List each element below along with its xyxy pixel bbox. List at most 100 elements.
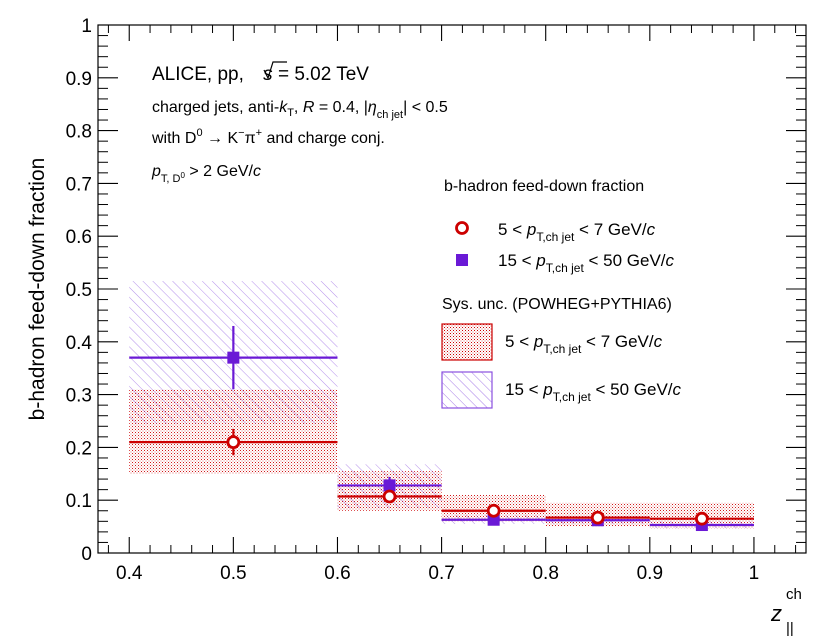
annotation-line2-c: = 0.4, |	[314, 99, 368, 116]
legend-entry-1-hi: 7 GeV/	[594, 220, 647, 239]
legend-entry-1-lt: <	[507, 220, 526, 239]
annotation-line3-D-sup: 0	[196, 127, 202, 139]
annotation-line3-b: → K	[203, 130, 239, 147]
annotation-line3-d: and charge conj.	[262, 130, 385, 147]
y-tick-label: 0.2	[66, 438, 92, 459]
data-point-low-pt	[694, 511, 709, 526]
annotation-line2-eta-sub: ch jet	[377, 109, 403, 121]
annotation-line3-pi: π	[245, 130, 256, 147]
legend-sys-entry-1-hi: 7 GeV/	[601, 332, 654, 351]
x-tick-label: 0.4	[116, 563, 143, 584]
legend-sys-entry-2-sub: T,ch jet	[553, 390, 592, 404]
legend-sys-entry-1-lo: 5	[505, 332, 514, 351]
y-tick-label: 0.3	[66, 386, 92, 407]
annotation-line2-d: | < 0.5	[403, 99, 448, 116]
y-tick-label: 0.6	[66, 227, 92, 248]
annotation-line3-a: with D	[151, 130, 196, 147]
legend-entry-2-lt: <	[517, 251, 536, 270]
legend-sys-title: Sys. unc. (POWHEG+PYTHIA6)	[442, 296, 672, 313]
x-tick-label: 0.8	[532, 563, 558, 584]
legend-sys-entry-2: 15 < pT,ch jet < 50 GeV/c	[505, 380, 682, 404]
x-axis-label-main: z	[770, 601, 782, 626]
y-axis-label: b-hadron feed-down fraction	[26, 158, 49, 421]
x-tick-label: 0.5	[220, 563, 246, 584]
annotation-sqrt-s: s	[263, 64, 273, 85]
x-tick-label: 1	[749, 563, 760, 584]
data-point-high-pt	[383, 479, 396, 492]
legend-entry-2-c: c	[666, 251, 675, 270]
annotation-line-2: charged jets, anti-kT, R = 0.4, |ηch jet…	[152, 99, 448, 121]
x-tick-label: 0.9	[637, 563, 663, 584]
annotation-line2-b: ,	[294, 99, 303, 116]
legend-sys-entry-1-lt: <	[514, 332, 533, 351]
legend-sys-box-red-icon	[441, 323, 493, 361]
legend-entry-2-lt2: <	[584, 251, 603, 270]
annotation-line-4: pT, D0 > 2 GeV/c	[151, 163, 261, 185]
legend-entry-1-sub: T,ch jet	[536, 230, 575, 244]
legend-entry-2-lo: 15	[498, 251, 517, 270]
legend-entry-2-p: p	[535, 251, 545, 270]
legend-sys-entry-2-c: c	[673, 380, 682, 399]
y-tick-label: 0.1	[66, 491, 92, 512]
legend-marker-open-circle-icon	[455, 221, 469, 235]
data-point-low-pt	[590, 510, 605, 525]
annotation-line2-T: T	[287, 107, 294, 119]
legend-sys-entry-2-lt: <	[524, 380, 543, 399]
annotation-line4-subsup: 0	[180, 171, 185, 180]
legend-title: b-hadron feed-down fraction	[444, 178, 644, 195]
x-tick-label: 0.6	[324, 563, 350, 584]
legend-sys-box-purple-icon	[441, 371, 493, 409]
legend-marker-filled-square-icon	[456, 254, 468, 266]
axes: 0.4 0.5 0.6 0.7 0.8 0.9 1 0 0.1 0.2 0.3 0.4 0.5 0.6 0.…	[66, 16, 806, 584]
data-points	[129, 325, 754, 532]
legend-sys-entry-1-c: c	[654, 332, 663, 351]
y-tick-label: 0.9	[66, 69, 92, 90]
legend-entry-1-lo: 5	[498, 220, 507, 239]
x-axis-label-sub: ||	[786, 620, 794, 637]
legend-entry-1-p: p	[526, 220, 536, 239]
data-point-high-pt	[227, 351, 240, 364]
y-tick-label: 0.5	[66, 280, 92, 301]
annotation-line2-R: R	[303, 99, 315, 116]
legend-sys-entry-2-lo: 15	[505, 380, 524, 399]
legend-sys-entry-2-p: p	[542, 380, 552, 399]
x-axis-label: z ch ||	[770, 586, 802, 637]
legend: b-hadron feed-down fraction 5 < pT,ch je…	[441, 178, 682, 409]
legend-sys-entry-2-lt2: <	[591, 380, 610, 399]
legend-entry-1-c: c	[647, 220, 656, 239]
annotation-experiment: ALICE, pp,	[152, 64, 249, 85]
legend-sys-entry-1-p: p	[533, 332, 543, 351]
x-tick-label: 0.7	[428, 563, 454, 584]
data-point-low-pt	[226, 435, 241, 450]
y-tick-label: 0.7	[66, 174, 92, 195]
legend-entry-2-sub: T,ch jet	[546, 261, 585, 275]
legend-sys-entry-2-hi: 50 GeV/	[610, 380, 673, 399]
annotation-line4-c: c	[253, 163, 261, 180]
annotation-line2-eta: η	[368, 99, 377, 116]
y-tick-label: 1	[81, 16, 92, 37]
annotation-energy: = 5.02 TeV	[273, 64, 370, 85]
annotation-line3-K-sup: −	[238, 127, 244, 139]
annotation-line2-k: k	[279, 99, 288, 116]
legend-entry-2: 15 < pT,ch jet < 50 GeV/c	[498, 251, 675, 275]
legend-entry-2-hi: 50 GeV/	[603, 251, 666, 270]
legend-sys-entry-1-sub: T,ch jet	[543, 342, 582, 356]
legend-entry-1-lt2: <	[574, 220, 593, 239]
annotation-line4-p: p	[151, 163, 161, 180]
annotation-line3-pi-sup: +	[256, 127, 262, 139]
annotation-block: ALICE, pp, s = 5.02 TeV charged jets, an…	[151, 61, 448, 185]
y-tick-label: 0	[81, 544, 92, 565]
sqrt-symbol-icon	[263, 61, 287, 80]
y-tick-label: 0.4	[66, 333, 93, 354]
legend-entry-1: 5 < pT,ch jet < 7 GeV/c	[498, 220, 656, 244]
annotation-line2-a: charged jets, anti-	[152, 99, 279, 116]
data-point-low-pt	[382, 489, 397, 504]
annotation-line-1: ALICE, pp, s = 5.02 TeV	[152, 64, 369, 85]
data-point-low-pt	[486, 503, 501, 518]
legend-sys-entry-1: 5 < pT,ch jet < 7 GeV/c	[505, 332, 663, 356]
legend-sys-entry-1-lt2: <	[581, 332, 600, 351]
annotation-line4-sub: T, D	[161, 173, 181, 185]
x-axis-label-sup: ch	[786, 586, 802, 603]
annotation-line-3: with D0 → K−π+ and charge conj.	[151, 127, 385, 147]
